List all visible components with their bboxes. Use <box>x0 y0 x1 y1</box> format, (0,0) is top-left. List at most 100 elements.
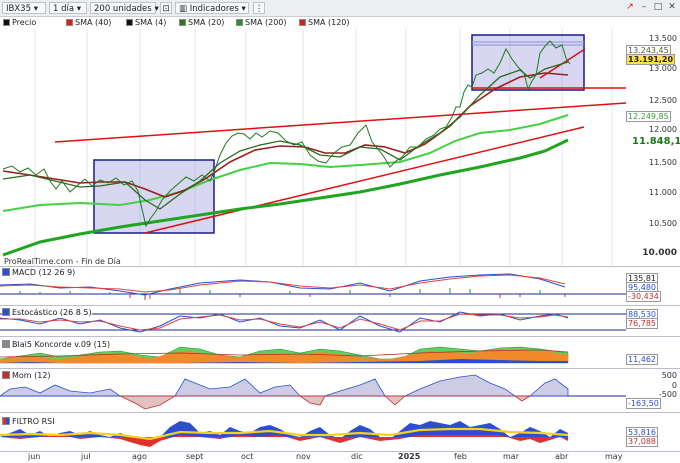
sma200-line <box>2 138 569 257</box>
close-icon[interactable]: ✕ <box>668 2 676 12</box>
price-axis-label: 11.500 <box>649 158 677 167</box>
period-label: 1 día <box>53 4 75 14</box>
checkbox-icon <box>2 308 10 316</box>
stochastic-title-label: Estocástico (26 8 5) <box>12 308 92 317</box>
x-axis-label: 2025 <box>398 452 421 461</box>
panel-separator[interactable] <box>0 305 680 306</box>
panel-separator[interactable] <box>0 368 680 369</box>
indicators-icon: ▥ <box>179 4 188 14</box>
checkbox-icon <box>236 19 243 26</box>
legend-sma200[interactable]: SMA (200) <box>236 18 287 28</box>
momentum-axis-label: -500 <box>658 390 677 399</box>
x-axis-label: nov <box>296 452 311 461</box>
checkbox-icon <box>179 19 186 26</box>
period-selector[interactable]: 1 día ▾ <box>49 2 87 14</box>
chevron-down-icon: ▾ <box>33 4 38 14</box>
price-line <box>2 40 571 228</box>
more-icon[interactable]: ⋮ <box>253 2 265 14</box>
momentum-panel[interactable] <box>0 369 626 412</box>
x-axis-label: sept <box>186 452 204 461</box>
checkbox-icon <box>2 417 10 425</box>
macd-title[interactable]: MACD (12 26 9) <box>2 268 76 278</box>
trend-line[interactable] <box>54 102 627 143</box>
legend-sma200-label: SMA (200) <box>245 18 287 27</box>
checkbox-icon <box>2 371 10 379</box>
price-axis-label: 10.500 <box>649 219 677 228</box>
units-label: 200 unidades <box>94 4 152 14</box>
rsi-title-label: FILTRO RSI <box>12 417 55 426</box>
stochastic-title[interactable]: Estocástico (26 8 5) <box>2 308 92 318</box>
maximize-icon[interactable]: □ <box>653 2 663 12</box>
pin-icon[interactable]: ⊡ <box>160 2 172 14</box>
indicators-button[interactable]: ▥ Indicadores ▾ <box>175 2 249 14</box>
checkbox-icon <box>66 19 73 26</box>
rsi-title[interactable]: FILTRO RSI <box>2 417 55 427</box>
price-tag-sma120: 12.249,85 <box>626 111 671 122</box>
momentum-title[interactable]: Mom (12) <box>2 371 51 381</box>
legend-sma40[interactable]: SMA (40) <box>66 18 111 28</box>
chart-legend: Precio SMA (40) SMA (4) SMA (20) SMA (20… <box>0 17 680 29</box>
koncorde-panel[interactable] <box>0 337 626 368</box>
x-axis-label: feb <box>454 452 467 461</box>
legend-sma20[interactable]: SMA (20) <box>179 18 224 28</box>
chevron-down-icon: ▾ <box>154 4 159 14</box>
chart-toolbar: IBX35 ▾ 1 día ▾ 200 unidades ▾ ⊡ ▥ Indic… <box>0 0 680 17</box>
checkbox-icon <box>3 19 10 26</box>
price-axis-label: 11.000 <box>649 188 677 197</box>
x-axis-label: abr <box>555 452 569 461</box>
trend-line[interactable] <box>144 126 585 234</box>
x-axis-label: may <box>605 452 623 461</box>
momentum-value: -163,50 <box>626 398 661 409</box>
stochastic-panel[interactable] <box>0 306 626 336</box>
chevron-down-icon: ▾ <box>76 4 82 14</box>
price-axis-label: 13.000 <box>649 64 677 73</box>
macd-panel[interactable] <box>0 267 626 305</box>
price-axis-label: 12.500 <box>649 96 677 105</box>
legend-sma40-label: SMA (40) <box>75 18 112 27</box>
price-axis-label: 10.000 <box>642 248 677 258</box>
koncorde-title[interactable]: Blai5 Koncorde v.09 (15) <box>2 340 111 350</box>
units-selector[interactable]: 200 unidades ▾ <box>90 2 159 14</box>
panel-separator[interactable] <box>0 412 680 413</box>
legend-sma120[interactable]: SMA (120) <box>299 18 350 28</box>
sma20-line <box>2 61 569 210</box>
price-chart[interactable] <box>0 29 680 266</box>
legend-price[interactable]: Precio <box>3 18 36 28</box>
legend-sma120-label: SMA (120) <box>308 18 350 27</box>
source-label: ProRealTime.com - Fin de Día <box>4 257 121 266</box>
checkbox-icon <box>2 340 10 348</box>
rsi-value: 37,088 <box>626 436 658 447</box>
panel-separator[interactable] <box>0 336 680 337</box>
koncorde-title-label: Blai5 Koncorde v.09 (15) <box>12 340 111 349</box>
macd-value: -30,434 <box>626 291 661 302</box>
momentum-axis-label: 0 <box>671 381 677 390</box>
checkbox-icon <box>2 268 10 276</box>
stochastic-value: 76,785 <box>626 318 658 329</box>
x-axis-label: jun <box>28 452 41 461</box>
symbol-selector[interactable]: IBX35 ▾ <box>2 2 46 14</box>
symbol-label: IBX35 <box>6 4 31 14</box>
checkbox-icon <box>126 19 133 26</box>
koncorde-value: 11,462 <box>626 354 658 365</box>
chevron-down-icon: ▾ <box>241 4 246 14</box>
chart-icon[interactable]: ↗ <box>626 2 634 12</box>
x-axis-label: jul <box>81 452 91 461</box>
price-tag-sma200: 11.848,14 <box>632 136 680 147</box>
momentum-title-label: Mom (12) <box>12 371 51 380</box>
x-axis-label: ago <box>132 452 147 461</box>
rsi-panel[interactable] <box>0 413 626 451</box>
x-axis-label: oct <box>241 452 254 461</box>
sma120-line <box>2 114 569 212</box>
legend-sma4[interactable]: SMA (4) <box>126 18 166 28</box>
legend-price-label: Precio <box>12 18 37 27</box>
minimize-icon[interactable]: – <box>641 2 647 12</box>
price-axis-label: 12.000 <box>649 125 677 134</box>
legend-sma4-label: SMA (4) <box>135 18 167 27</box>
panel-separator[interactable] <box>0 266 680 267</box>
legend-sma20-label: SMA (20) <box>188 18 225 27</box>
x-axis-line <box>0 451 680 452</box>
price-tag-current: 13.191,20 <box>626 54 676 65</box>
momentum-axis-label: 500 <box>661 371 677 380</box>
macd-title-label: MACD (12 26 9) <box>12 268 76 277</box>
indicators-label: Indicadores <box>189 4 239 14</box>
